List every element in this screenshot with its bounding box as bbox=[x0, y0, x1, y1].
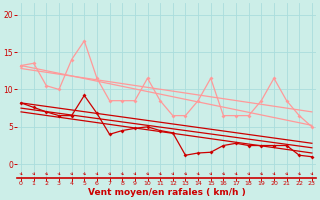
X-axis label: Vent moyen/en rafales ( km/h ): Vent moyen/en rafales ( km/h ) bbox=[88, 188, 245, 197]
